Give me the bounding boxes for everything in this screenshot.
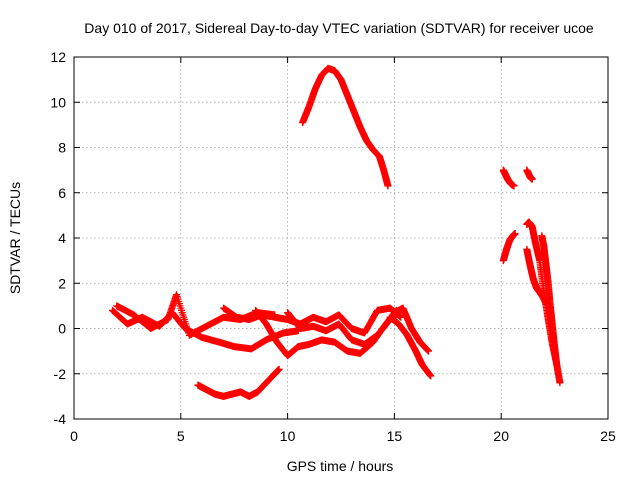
y-tick-label: 0 [58,321,66,337]
data-point [553,361,561,369]
series-arc-7 [386,313,435,380]
series-arc-9 [499,166,518,190]
x-tick-label: 25 [600,428,616,444]
data-point [510,182,518,190]
y-tick-label: 10 [50,94,66,110]
y-axis-label: SDTVAR / TECUs [7,182,23,294]
data-points [108,64,564,400]
x-tick-label: 10 [280,428,296,444]
series-arc-13 [523,245,550,308]
y-tick-label: 2 [58,275,66,291]
y-tick-label: -4 [54,411,67,427]
data-point [528,175,536,183]
x-axis-label: GPS time / hours [287,458,394,474]
series-arc-3 [194,365,283,400]
series-arc-high [299,64,392,190]
data-point [275,365,283,373]
series-arc-14 [538,232,561,369]
axis-ticks: 0 5 10 15 20 25 -4 -2 0 2 4 6 8 10 12 [50,49,616,444]
chart-title: Day 010 of 2017, Sidereal Day-to-day VTE… [84,20,594,36]
data-point [397,313,405,321]
y-tick-label: 4 [58,230,66,246]
y-tick-label: 8 [58,140,66,156]
data-point [425,347,433,355]
x-tick-label: 5 [177,428,185,444]
data-point [556,379,564,387]
series-arc-10 [499,229,519,265]
x-tick-label: 20 [493,428,509,444]
series-arc-11 [523,166,536,183]
data-point [511,229,519,237]
x-tick-label: 0 [70,428,78,444]
grid-lines [74,57,608,419]
y-tick-label: -2 [54,366,67,382]
x-tick-label: 15 [387,428,403,444]
series-arc-4 [220,304,405,337]
series-arc-8 [390,304,433,355]
data-point [384,182,392,190]
series-arc-6 [284,309,403,348]
y-tick-label: 6 [58,185,66,201]
y-tick-label: 12 [50,49,66,65]
data-point [427,372,435,380]
